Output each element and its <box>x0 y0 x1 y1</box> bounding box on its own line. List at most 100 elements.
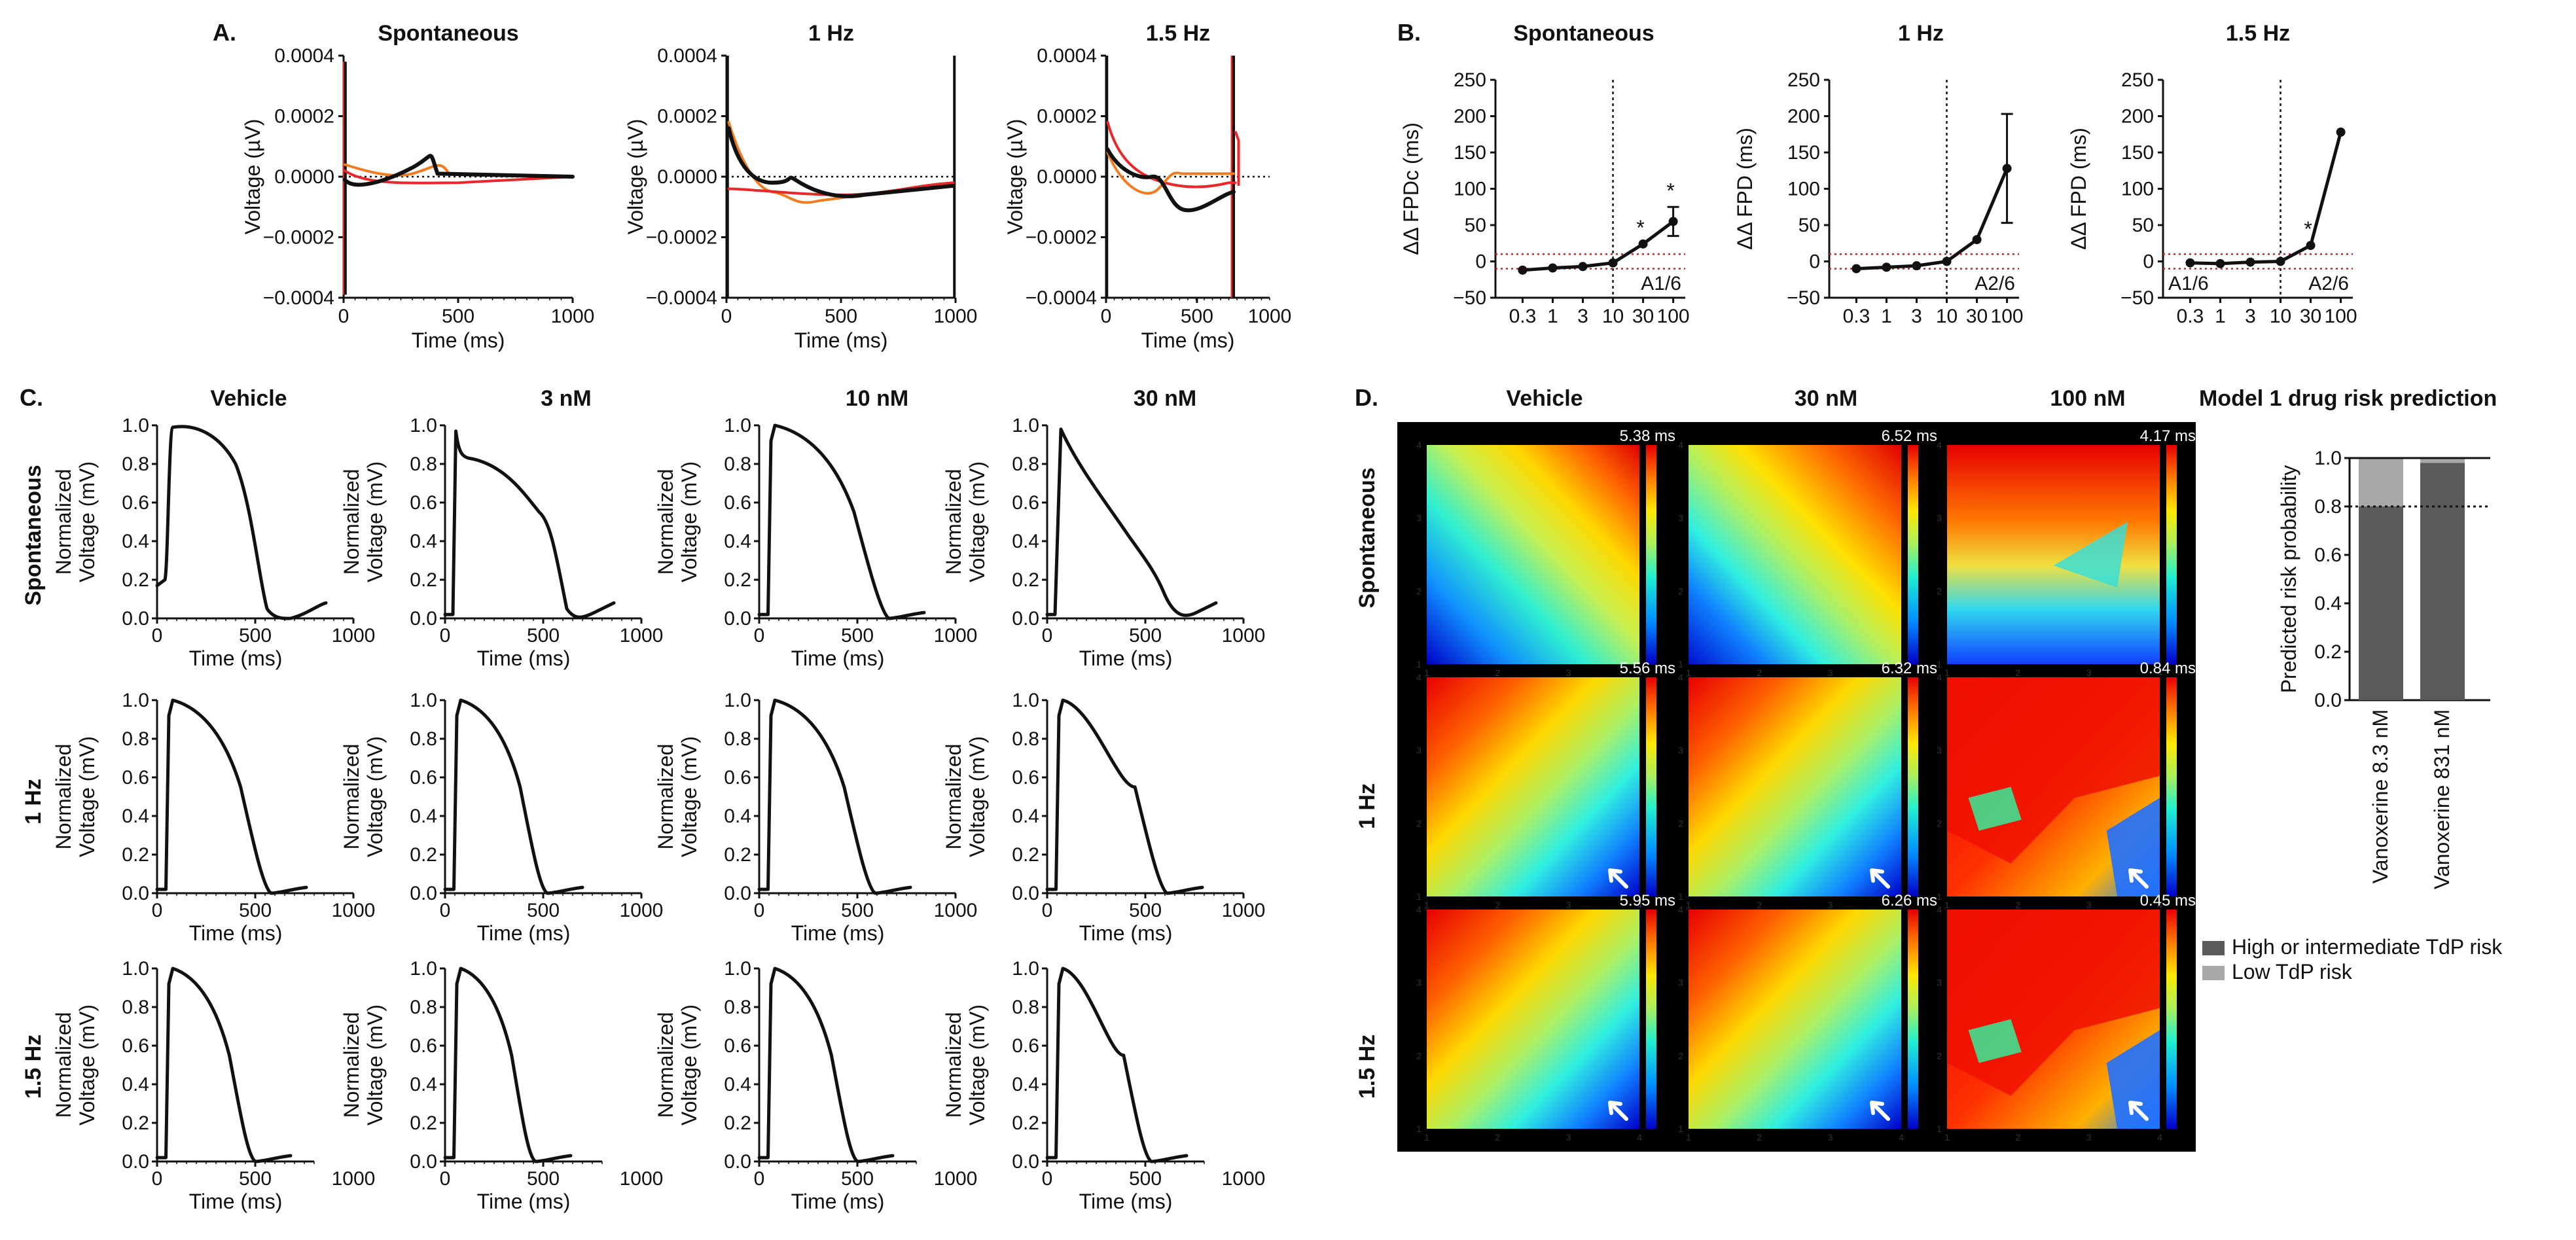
ap-plot: 1.0 0.8 0.6 0.4 0.2 0.00 500 1000 Time (ms) Norma… <box>942 690 1265 945</box>
map-y-tick-label: 3 <box>1416 745 1422 756</box>
x-tick-label: 1 <box>2215 306 2226 327</box>
y-tick-label: 0.2 <box>122 1112 149 1134</box>
y-tick-label: 0.0 <box>122 1151 149 1173</box>
y-tick-label: 0.0 <box>410 883 437 904</box>
activation-region <box>2053 522 2128 588</box>
panel-c-row-title: Spontaneous <box>21 465 46 605</box>
y-tick-label: 0.8 <box>724 453 751 475</box>
activation-map-field <box>1689 910 1901 1129</box>
trace-dose_high <box>1106 151 1235 195</box>
y-tick-label: 1.0 <box>410 415 437 436</box>
x-tick-label: 0 <box>721 306 732 327</box>
y-axis-label-line1: Normalized <box>654 744 677 850</box>
data-point <box>2215 258 2225 268</box>
panel-b-title: 1.5 Hz <box>2226 21 2290 46</box>
x-tick-label: 500 <box>527 900 560 921</box>
map-x-tick-label: 2 <box>2015 667 2020 678</box>
y-tick-label: −0.0002 <box>263 227 334 249</box>
x-tick-label: 1000 <box>1248 306 1292 327</box>
y-tick-label: 0.4 <box>724 1074 751 1095</box>
activation-map-field <box>1689 677 1901 896</box>
y-tick-label: 150 <box>1787 142 1820 164</box>
arrhythmia-annotation: A1/6 <box>2168 273 2209 294</box>
y-tick-label: 200 <box>1787 106 1820 128</box>
y-axis-label-line2: Voltage (mV) <box>363 736 387 857</box>
y-tick-label: 0.0 <box>410 1151 437 1173</box>
y-tick-label: 1.0 <box>410 690 437 711</box>
data-point <box>1638 239 1648 249</box>
significance-marker: * <box>2304 217 2312 241</box>
y-axis-label-line1: Normalized <box>942 1012 965 1118</box>
x-tick-label: 3 <box>1577 306 1588 327</box>
panel-a-title: 1.5 Hz <box>1146 21 1210 46</box>
y-axis-label-line1: Normalized <box>52 1012 75 1118</box>
y-tick-label: 0.2 <box>1012 844 1039 866</box>
x-tick-label: 500 <box>1181 306 1213 327</box>
y-tick-label: 0.8 <box>1012 453 1039 475</box>
y-tick-label: 50 <box>1798 215 1820 236</box>
y-tick-label: 0.2 <box>122 569 149 591</box>
panel-a-subplot-0: Spontaneous 0.0004 0.0002 0.0000 −0.0002 −0.0… <box>241 21 594 352</box>
trace-vehicle <box>342 154 575 187</box>
panel-d-row-title: Spontaneous <box>1355 467 1380 608</box>
y-tick-label: 0.0002 <box>274 106 334 128</box>
y-tick-label: 0.6 <box>410 767 437 788</box>
x-tick-label: 0.3 <box>2177 306 2204 327</box>
data-point <box>2185 258 2195 268</box>
map-x-tick-label: 2 <box>1757 667 1762 678</box>
y-tick-label: 0.0 <box>724 1151 751 1173</box>
x-tick-label: 0 <box>1101 306 1112 327</box>
panel-d-row-title: 1.5 Hz <box>1355 1035 1380 1099</box>
x-tick-label: 3 <box>2245 306 2256 327</box>
y-axis-label-line1: Normalized <box>654 1012 677 1118</box>
map-x-tick-label: 1 <box>1424 900 1429 910</box>
x-tick-label: 0 <box>1042 625 1053 647</box>
map-x-tick-label: 3 <box>2086 900 2092 910</box>
y-tick-label: 0.8 <box>1012 997 1039 1018</box>
y-tick-label: 0.4 <box>1012 1074 1039 1095</box>
fpd-line <box>1520 219 1675 272</box>
y-tick-label: 0.4 <box>410 531 437 552</box>
data-point <box>2276 257 2285 266</box>
y-axis-label-line2: Voltage (mV) <box>75 461 99 582</box>
y-axis-label-line2: Voltage (mV) <box>677 461 701 582</box>
ap-trace <box>155 966 293 1163</box>
map-y-tick-label: 2 <box>1937 818 1942 828</box>
ap-trace <box>443 698 584 895</box>
map-x-tick-label: 4 <box>2157 667 2162 678</box>
y-tick-label: 0.2 <box>410 844 437 866</box>
map-y-tick-label: 4 <box>1416 440 1422 450</box>
panel-label-b: B. <box>1397 19 1421 46</box>
x-tick-label: 0 <box>754 625 765 647</box>
x-axis-label: Time (ms) <box>1079 921 1173 945</box>
y-tick-label: 1.0 <box>724 958 751 980</box>
x-axis-label: Time (ms) <box>477 647 571 670</box>
y-tick-label: 250 <box>1454 69 1486 91</box>
y-tick-label: 0.8 <box>410 453 437 475</box>
map-y-tick-label: 1 <box>1937 659 1942 669</box>
map-x-tick-label: 2 <box>1495 667 1500 678</box>
y-tick-label: 0.6 <box>122 767 149 788</box>
data-point <box>1851 264 1861 274</box>
y-tick-label: 0.0 <box>1012 883 1039 904</box>
panel-c-column-title: 3 nM <box>541 386 591 411</box>
x-tick-label: 500 <box>841 625 874 647</box>
activation-region <box>1968 1019 2022 1063</box>
map-y-tick-label: 4 <box>1937 440 1942 450</box>
y-tick-label: 0.2 <box>724 844 751 866</box>
y-tick-label: 0.4 <box>1012 531 1039 552</box>
x-tick-label: 500 <box>527 625 560 647</box>
significance-marker: * <box>1636 216 1644 239</box>
x-tick-label: 1000 <box>332 625 376 647</box>
x-axis-label: Time (ms) <box>189 1190 283 1213</box>
y-tick-label: 0.0 <box>2314 690 2342 711</box>
y-tick-label: 0.2 <box>122 844 149 866</box>
panel-c-action-potentials: Vehicle 3 nM 10 nM 30 nM Spontaneous 1 Hz 1.5 … <box>21 386 1265 1213</box>
x-tick-label: 0 <box>152 900 163 921</box>
map-y-tick-label: 2 <box>1937 586 1942 596</box>
y-axis-label: ΔΔ FPDc (ms) <box>1399 122 1423 255</box>
